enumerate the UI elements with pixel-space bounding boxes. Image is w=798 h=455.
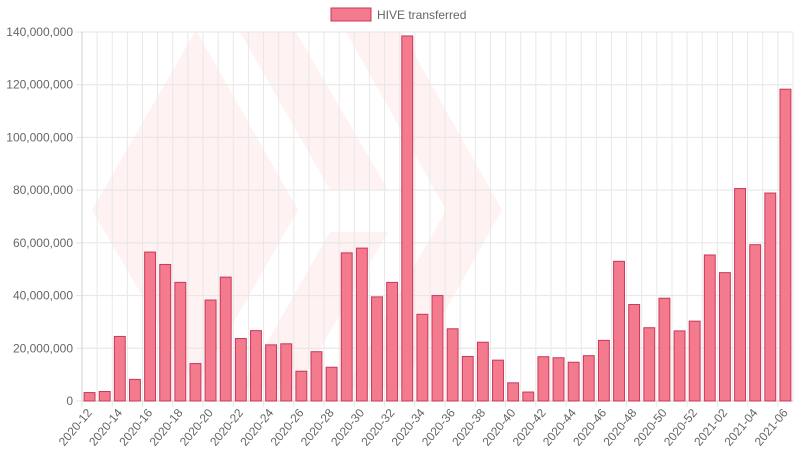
bar[interactable] xyxy=(401,35,414,402)
bar[interactable] xyxy=(613,260,625,402)
bar[interactable] xyxy=(219,276,232,402)
bar[interactable] xyxy=(446,328,459,402)
bar[interactable] xyxy=(113,335,126,402)
bar[interactable] xyxy=(628,304,641,402)
bar[interactable] xyxy=(265,344,278,402)
y-tick-label: 20,000,000 xyxy=(13,341,73,355)
bar[interactable] xyxy=(764,192,777,402)
legend[interactable]: HIVE transferred xyxy=(330,7,466,22)
bar[interactable] xyxy=(597,339,610,402)
y-tick-label: 40,000,000 xyxy=(13,289,73,303)
bar[interactable] xyxy=(552,357,565,402)
x-axis-ticks: 2020-122020-142020-162020-182020-202020-… xyxy=(56,406,791,449)
bar[interactable] xyxy=(567,361,580,402)
bar[interactable] xyxy=(461,355,474,402)
bar[interactable] xyxy=(749,244,762,402)
bar[interactable] xyxy=(310,351,323,402)
bar[interactable] xyxy=(250,330,262,402)
bar[interactable] xyxy=(174,281,187,402)
legend-swatch[interactable] xyxy=(330,7,372,22)
bar[interactable] xyxy=(673,330,686,402)
bar[interactable] xyxy=(431,295,444,402)
bar[interactable] xyxy=(340,252,353,402)
bar[interactable] xyxy=(386,281,399,402)
y-tick-label: 100,000,000 xyxy=(6,130,73,144)
bar[interactable] xyxy=(703,254,716,402)
bar[interactable] xyxy=(522,391,535,402)
bars xyxy=(83,35,792,402)
bar[interactable] xyxy=(371,296,383,402)
bar[interactable] xyxy=(189,363,202,402)
bar[interactable] xyxy=(144,251,157,402)
bar[interactable] xyxy=(98,391,111,402)
y-tick-label: 140,000,000 xyxy=(6,25,73,39)
bar[interactable] xyxy=(582,355,595,402)
bar[interactable] xyxy=(734,188,746,402)
bar[interactable] xyxy=(325,366,338,402)
bar[interactable] xyxy=(280,343,293,402)
y-tick-label: 120,000,000 xyxy=(6,78,73,92)
bar[interactable] xyxy=(476,341,489,402)
watermark-shape xyxy=(92,30,298,388)
watermark-shape xyxy=(240,32,388,190)
bar[interactable] xyxy=(779,88,792,402)
bar[interactable] xyxy=(159,263,172,402)
bar[interactable] xyxy=(234,338,247,402)
bar[interactable] xyxy=(83,392,96,402)
y-tick-label: 0 xyxy=(66,394,73,408)
y-tick-label: 80,000,000 xyxy=(13,183,73,197)
bar[interactable] xyxy=(355,247,368,402)
bar[interactable] xyxy=(643,327,656,402)
legend-label[interactable]: HIVE transferred xyxy=(377,8,466,22)
bar[interactable] xyxy=(718,272,731,402)
bar[interactable] xyxy=(492,359,504,402)
bar[interactable] xyxy=(416,313,429,402)
bar[interactable] xyxy=(537,356,550,402)
bar[interactable] xyxy=(129,378,141,402)
bar[interactable] xyxy=(688,320,701,402)
bar[interactable] xyxy=(295,370,308,402)
bar[interactable] xyxy=(658,297,671,402)
bar[interactable] xyxy=(507,382,520,402)
bar[interactable] xyxy=(204,299,217,402)
y-tick-label: 60,000,000 xyxy=(13,236,73,250)
x-tick-label: 2021-06 xyxy=(752,406,791,449)
y-axis-ticks: 0 20,000,000 40,000,000 60,000,000 80,000,00… xyxy=(6,25,73,408)
